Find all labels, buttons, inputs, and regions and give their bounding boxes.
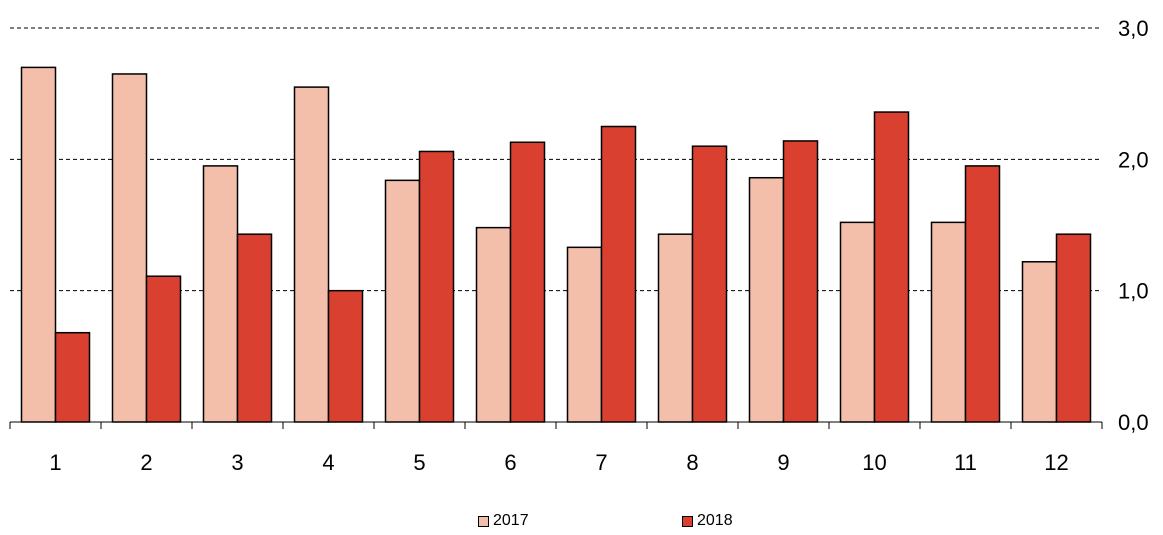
x-tick-label: 8 <box>686 450 698 475</box>
bar-2017-11 <box>930 221 967 423</box>
x-tick-label: 5 <box>413 450 425 475</box>
gridlines <box>10 27 1102 292</box>
bar-2017-2 <box>111 73 148 423</box>
bar-2018-7 <box>600 125 637 423</box>
x-tick-label: 1 <box>49 450 61 475</box>
bar-2017-10 <box>839 221 876 423</box>
x-tick-labels: 1 2 3 4 5 6 7 8 9 10 11 12 <box>49 450 1068 475</box>
bar-2018-8 <box>691 145 728 423</box>
bar-2017-3 <box>202 165 239 423</box>
legend-label-2017: 2017 <box>493 512 529 529</box>
bar-2017-7 <box>566 246 603 423</box>
legend-item-2017: 2017 <box>478 512 529 530</box>
x-tick-label: 10 <box>862 450 886 475</box>
bar-2018-1 <box>54 331 91 423</box>
x-tick-label: 12 <box>1044 450 1068 475</box>
legend-label-2018: 2018 <box>697 512 733 529</box>
bar-2018-6 <box>509 141 546 423</box>
x-tick-label: 7 <box>595 450 607 475</box>
bar-chart: 1 2 3 4 5 6 7 8 9 10 11 12 0,01,02,03,0 <box>9 16 1149 475</box>
bar-2017-8 <box>657 233 694 423</box>
bar-2018-12 <box>1055 233 1092 423</box>
y-tick-label: 0,0 <box>1118 410 1149 435</box>
y-tick-label: 2,0 <box>1118 147 1149 172</box>
x-tick-label: 2 <box>140 450 152 475</box>
x-tick-label: 9 <box>777 450 789 475</box>
bar-2018-10 <box>873 111 910 423</box>
x-tick-label: 4 <box>322 450 334 475</box>
bars <box>20 66 1092 423</box>
x-axis <box>9 421 1103 429</box>
bar-2017-6 <box>475 226 512 423</box>
x-tick-label: 6 <box>504 450 516 475</box>
y-tick-label: 3,0 <box>1118 16 1149 41</box>
bar-2017-9 <box>748 176 785 423</box>
legend-swatch-2018 <box>682 515 693 527</box>
legend-item-2018: 2018 <box>682 512 733 530</box>
bar-2018-3 <box>236 233 273 423</box>
y-tick-label: 1,0 <box>1118 279 1149 304</box>
legend-swatch-2017 <box>478 515 489 527</box>
bar-2017-5 <box>384 179 421 423</box>
bar-2017-4 <box>293 86 330 423</box>
x-tick-label: 11 <box>954 450 977 475</box>
x-tick-label: 3 <box>231 450 243 475</box>
bar-2018-4 <box>327 289 364 423</box>
y-tick-labels: 0,0 1,0 2,0 3,0 <box>1118 16 1149 435</box>
bar-2018-11 <box>964 165 1001 423</box>
bar-2018-2 <box>145 275 182 423</box>
bar-2017-12 <box>1021 261 1058 423</box>
bar-2018-5 <box>418 150 455 423</box>
bar-2017-1 <box>20 66 57 423</box>
bar-2018-9 <box>782 140 819 423</box>
legend: 2017 2018 <box>0 512 1163 534</box>
